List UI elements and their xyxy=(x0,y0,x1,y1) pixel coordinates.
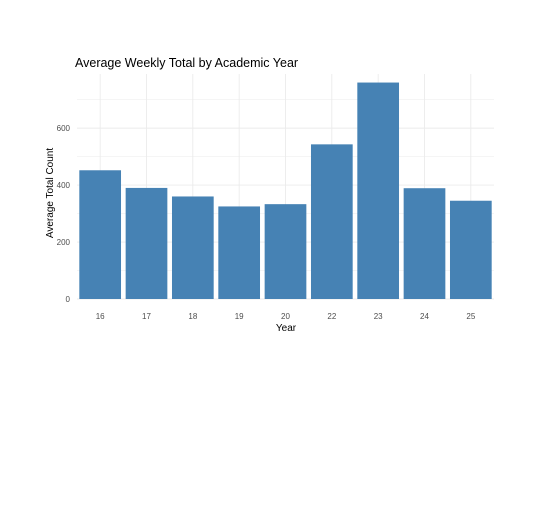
bars-layer xyxy=(79,82,492,299)
x-tick-label: 22 xyxy=(327,312,336,321)
bar-20 xyxy=(264,204,307,299)
bar-19 xyxy=(218,206,261,299)
y-tick-label: 0 xyxy=(66,295,71,304)
x-tick-labels: 16 17 18 19 20 22 23 24 25 xyxy=(96,312,476,321)
bar-25 xyxy=(449,200,492,299)
x-axis-title: Year xyxy=(276,323,297,334)
y-axis-title: Average Total Count xyxy=(45,148,56,238)
x-tick-label: 17 xyxy=(142,312,151,321)
x-tick-label: 16 xyxy=(96,312,105,321)
bar-17 xyxy=(125,187,168,299)
bar-22 xyxy=(310,144,353,299)
x-tick-label: 25 xyxy=(466,312,475,321)
bar-16 xyxy=(79,170,122,299)
bar-18 xyxy=(171,196,214,299)
x-tick-label: 19 xyxy=(235,312,244,321)
y-tick-label: 400 xyxy=(57,181,71,190)
y-tick-label: 600 xyxy=(57,124,71,133)
x-tick-label: 18 xyxy=(188,312,197,321)
x-tick-label: 23 xyxy=(374,312,383,321)
chart-title: Average Weekly Total by Academic Year xyxy=(75,56,298,70)
bar-24 xyxy=(403,188,446,299)
y-tick-label: 200 xyxy=(57,238,71,247)
bar-23 xyxy=(357,82,400,299)
x-tick-label: 20 xyxy=(281,312,290,321)
x-tick-label: 24 xyxy=(420,312,429,321)
y-tick-labels: 0 200 400 600 xyxy=(57,124,71,304)
